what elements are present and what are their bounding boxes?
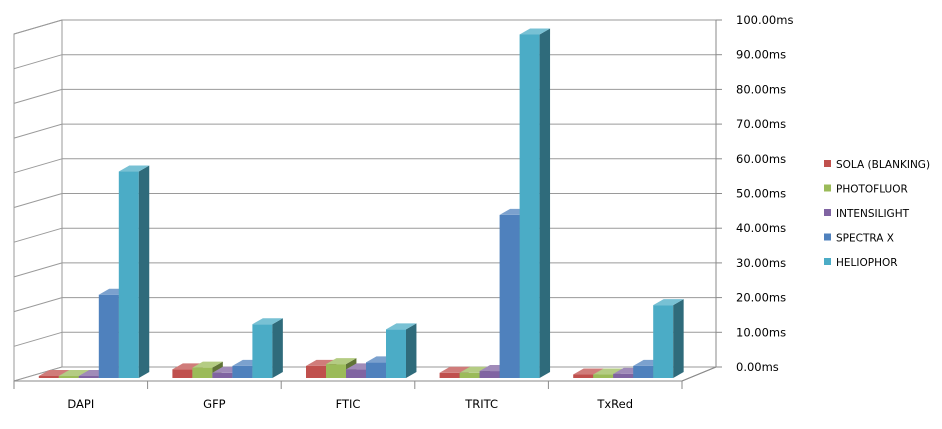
legend-swatch <box>824 233 831 241</box>
x-axis: DAPI GFP FTIC TRITC TxRed <box>13 380 683 411</box>
bar-top <box>58 370 90 376</box>
bar-top <box>306 359 337 366</box>
legend-label: PHOTOFLUOR <box>836 184 908 196</box>
bar-front <box>78 376 99 378</box>
y-tick-label: 100.00ms <box>736 13 793 27</box>
bar-front <box>479 371 500 378</box>
bar-front <box>653 305 674 378</box>
y-tick-label: 50.00ms <box>736 187 786 201</box>
legend-swatch <box>824 160 831 167</box>
y-tick-label: 20.00ms <box>736 291 786 305</box>
bar-top <box>593 368 624 375</box>
y-tick-label: 0.00ms <box>736 360 779 374</box>
legend-swatch <box>824 258 831 265</box>
gridline-side <box>13 54 63 70</box>
bar-front <box>38 376 59 378</box>
bar-top <box>326 358 357 365</box>
bar-side <box>138 165 150 378</box>
bar-side <box>406 323 417 378</box>
legend-label: SOLA (BLANKING) <box>836 159 930 171</box>
bar-front <box>192 367 213 378</box>
y-tick-label: 40.00ms <box>736 221 786 235</box>
x-tick-label: TxRed <box>596 397 633 411</box>
legend-swatch <box>824 209 831 216</box>
bar-front <box>593 374 614 378</box>
bar-front <box>252 324 273 378</box>
bar-front <box>439 372 460 378</box>
bar-front <box>232 365 253 378</box>
bar-top <box>519 28 551 35</box>
y-tick-label: 30.00ms <box>736 256 786 270</box>
bar-front <box>573 374 594 378</box>
bar-front <box>519 34 540 378</box>
bar-top <box>192 361 223 368</box>
x-tick-label: TRITC <box>464 397 498 411</box>
bar <box>252 318 283 378</box>
bar-front <box>346 369 366 378</box>
bar-front <box>212 372 233 378</box>
gridline-side <box>13 88 63 104</box>
bar-top <box>172 363 203 370</box>
gridline-side <box>13 331 63 347</box>
legend-label: HELIOPHOR <box>836 257 898 269</box>
bar-front <box>499 214 520 378</box>
bar-top <box>252 318 283 325</box>
bar-front <box>58 376 79 378</box>
bar-top <box>386 323 417 330</box>
bar-top <box>573 368 604 375</box>
gridlines <box>13 19 716 347</box>
gridline-side <box>13 19 63 35</box>
bar-top <box>439 366 471 373</box>
bar <box>653 299 684 378</box>
bar-side <box>539 28 551 378</box>
bar-top <box>118 165 150 172</box>
bar-front <box>306 365 326 378</box>
gridline-side <box>13 158 63 174</box>
gridline-side <box>13 227 63 243</box>
y-tick-label: 80.00ms <box>736 82 786 96</box>
bar-top <box>459 366 491 373</box>
bar-front <box>172 369 193 378</box>
bars <box>38 28 684 378</box>
gridline-side <box>13 297 63 313</box>
x-tick-label: GFP <box>203 397 226 411</box>
bar-front <box>633 365 654 378</box>
bar-front <box>118 171 139 378</box>
bar <box>386 323 417 378</box>
bar <box>118 165 150 378</box>
x-tick-label: DAPI <box>67 397 94 411</box>
y-tick-label: 10.00ms <box>736 325 786 339</box>
bar-front <box>98 294 119 378</box>
y-axis-base <box>681 366 717 382</box>
legend: SOLA (BLANKING) PHOTOFLUOR INTENSILIGHT SPE… <box>824 159 930 269</box>
bar-top <box>38 370 70 376</box>
bar-front <box>366 362 386 378</box>
bar-side <box>673 299 684 378</box>
legend-label: INTENSILIGHT <box>836 208 910 220</box>
gridline-side <box>13 262 63 278</box>
y-tick-label: 70.00ms <box>736 117 786 131</box>
bar-front <box>386 329 406 378</box>
bar-front <box>459 372 480 378</box>
y-tick-label: 60.00ms <box>736 152 786 166</box>
x-tick-label: FTIC <box>336 397 361 411</box>
gridline-side <box>13 193 63 208</box>
bar-front <box>613 373 634 378</box>
bar-side <box>272 318 283 378</box>
y-tick-label: 90.00ms <box>736 48 786 62</box>
bar-front <box>326 364 346 378</box>
bar-top <box>653 299 684 306</box>
gridline-side <box>13 123 63 139</box>
y-axis: 0.00ms 10.00ms 20.00ms 30.00ms 40.00ms 50.00m… <box>681 13 793 382</box>
legend-swatch <box>824 184 831 192</box>
legend-label: SPECTRA X <box>836 233 894 245</box>
bar <box>519 28 551 378</box>
